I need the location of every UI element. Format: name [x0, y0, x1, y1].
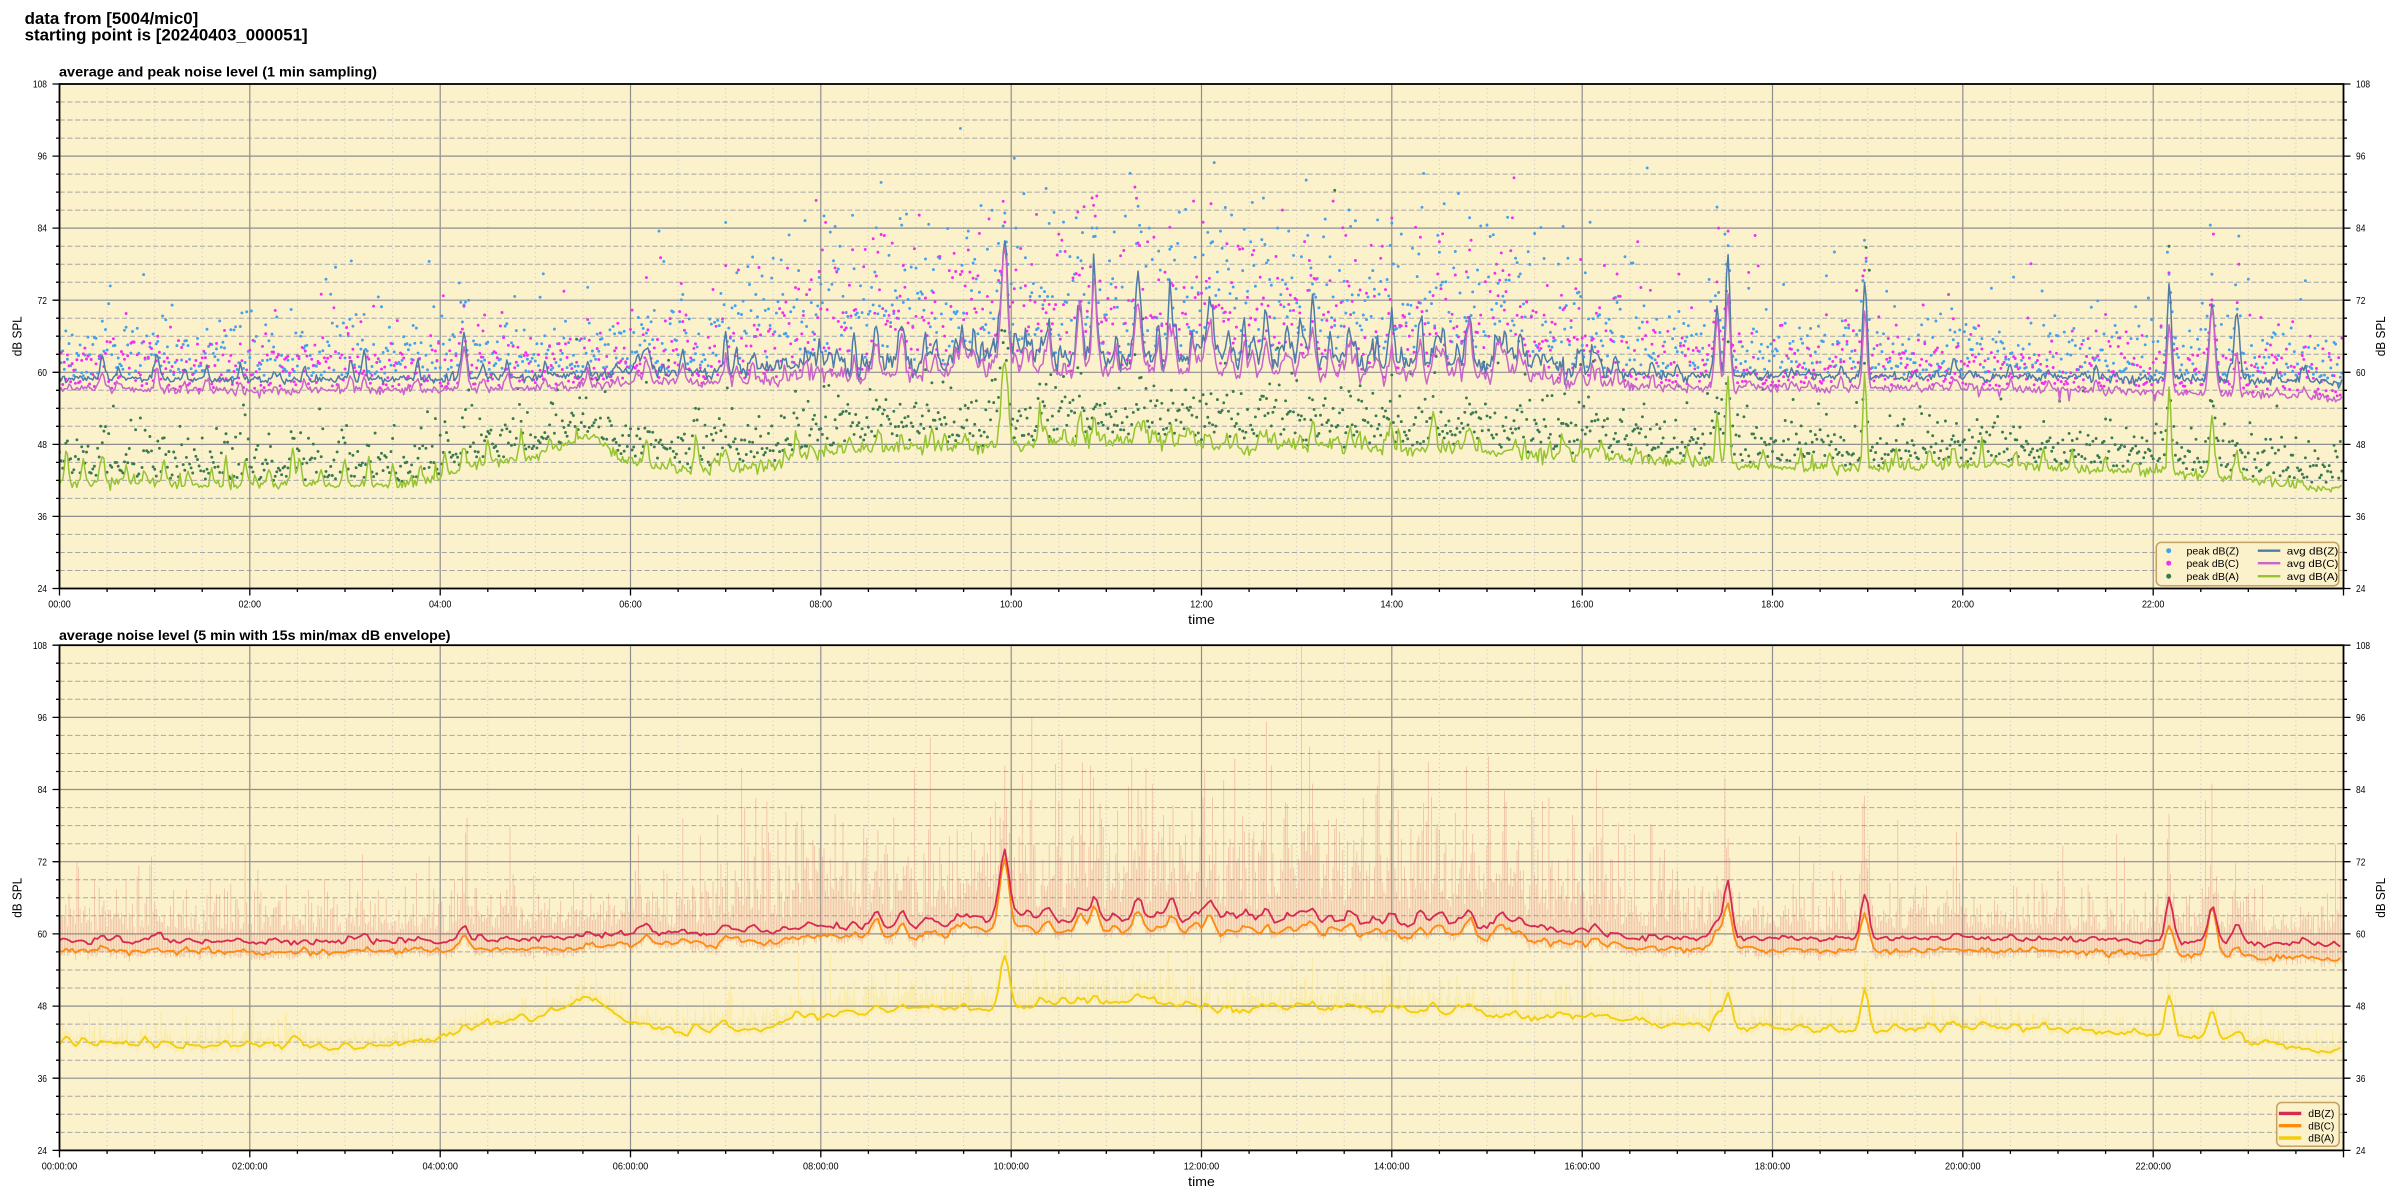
svg-text:84: 84 [2356, 224, 2366, 235]
svg-text:108: 108 [2356, 80, 2370, 91]
svg-text:data from [5004/mic0]: data from [5004/mic0] [25, 9, 199, 28]
svg-text:06:00:00: 06:00:00 [613, 1161, 649, 1172]
svg-text:12:00:00: 12:00:00 [1184, 1161, 1220, 1172]
svg-text:peak dB(C): peak dB(C) [2187, 559, 2240, 570]
svg-text:04:00: 04:00 [429, 599, 452, 610]
svg-text:48: 48 [38, 440, 48, 451]
svg-text:36: 36 [2356, 512, 2366, 523]
svg-text:96: 96 [2356, 152, 2366, 163]
svg-text:96: 96 [38, 713, 48, 724]
svg-text:time: time [1188, 612, 1215, 627]
svg-text:avg dB(C): avg dB(C) [2287, 559, 2339, 570]
svg-text:84: 84 [38, 785, 48, 796]
svg-text:average and peak noise level (: average and peak noise level (1 min samp… [59, 63, 377, 79]
svg-text:10:00:00: 10:00:00 [993, 1161, 1029, 1172]
svg-text:dB SPL: dB SPL [2373, 878, 2388, 918]
svg-text:14:00:00: 14:00:00 [1374, 1161, 1410, 1172]
svg-text:16:00:00: 16:00:00 [1564, 1161, 1600, 1172]
svg-text:48: 48 [2356, 440, 2366, 451]
svg-text:dB(A): dB(A) [2308, 1134, 2334, 1145]
svg-text:starting point is [20240403_00: starting point is [20240403_000051] [25, 26, 308, 45]
svg-text:04:00:00: 04:00:00 [422, 1161, 458, 1172]
svg-text:dB SPL: dB SPL [10, 316, 25, 356]
svg-text:avg dB(Z): avg dB(Z) [2287, 546, 2339, 557]
svg-text:96: 96 [2356, 713, 2366, 724]
svg-text:dB(C): dB(C) [2308, 1121, 2334, 1132]
svg-text:84: 84 [2356, 785, 2366, 796]
svg-text:20:00:00: 20:00:00 [1945, 1161, 1981, 1172]
svg-text:dB SPL: dB SPL [10, 878, 25, 918]
svg-text:72: 72 [2356, 296, 2366, 307]
svg-text:time: time [1188, 1174, 1215, 1189]
svg-text:12:00: 12:00 [1190, 599, 1213, 610]
svg-text:dB(Z): dB(Z) [2308, 1109, 2334, 1120]
svg-text:48: 48 [2356, 1002, 2366, 1013]
svg-text:72: 72 [38, 296, 48, 307]
svg-text:72: 72 [2356, 857, 2366, 868]
svg-text:108: 108 [33, 641, 47, 652]
svg-text:02:00: 02:00 [239, 599, 262, 610]
svg-text:36: 36 [2356, 1074, 2366, 1085]
svg-text:48: 48 [38, 1002, 48, 1013]
svg-text:24: 24 [38, 584, 48, 595]
svg-text:00:00:00: 00:00:00 [42, 1161, 78, 1172]
svg-text:60: 60 [2356, 368, 2366, 379]
svg-text:24: 24 [2356, 584, 2366, 595]
svg-text:14:00: 14:00 [1381, 599, 1404, 610]
svg-text:108: 108 [33, 80, 47, 91]
svg-text:84: 84 [38, 224, 48, 235]
svg-text:02:00:00: 02:00:00 [232, 1161, 268, 1172]
svg-text:16:00: 16:00 [1571, 599, 1594, 610]
svg-text:36: 36 [38, 512, 48, 523]
svg-text:108: 108 [2356, 641, 2370, 652]
svg-text:18:00: 18:00 [1761, 599, 1784, 610]
svg-text:peak dB(A): peak dB(A) [2187, 572, 2240, 583]
svg-text:08:00: 08:00 [810, 599, 833, 610]
svg-text:00:00: 00:00 [48, 599, 71, 610]
svg-text:08:00:00: 08:00:00 [803, 1161, 839, 1172]
svg-text:20:00: 20:00 [1952, 599, 1975, 610]
svg-text:60: 60 [2356, 930, 2366, 941]
svg-text:avg dB(A): avg dB(A) [2287, 572, 2339, 583]
svg-text:average noise level (5 min wit: average noise level (5 min with 15s min/… [59, 627, 451, 643]
svg-text:22:00:00: 22:00:00 [2135, 1161, 2171, 1172]
svg-text:22:00: 22:00 [2142, 599, 2165, 610]
svg-text:10:00: 10:00 [1000, 599, 1023, 610]
svg-text:18:00:00: 18:00:00 [1755, 1161, 1791, 1172]
svg-text:06:00: 06:00 [619, 599, 642, 610]
svg-text:60: 60 [38, 930, 48, 941]
svg-text:dB SPL: dB SPL [2373, 316, 2388, 356]
svg-text:peak dB(Z): peak dB(Z) [2187, 546, 2240, 557]
svg-text:60: 60 [38, 368, 48, 379]
svg-text:36: 36 [38, 1074, 48, 1085]
svg-text:24: 24 [2356, 1146, 2366, 1157]
svg-text:24: 24 [38, 1146, 48, 1157]
svg-text:72: 72 [38, 857, 48, 868]
svg-text:96: 96 [38, 152, 48, 163]
